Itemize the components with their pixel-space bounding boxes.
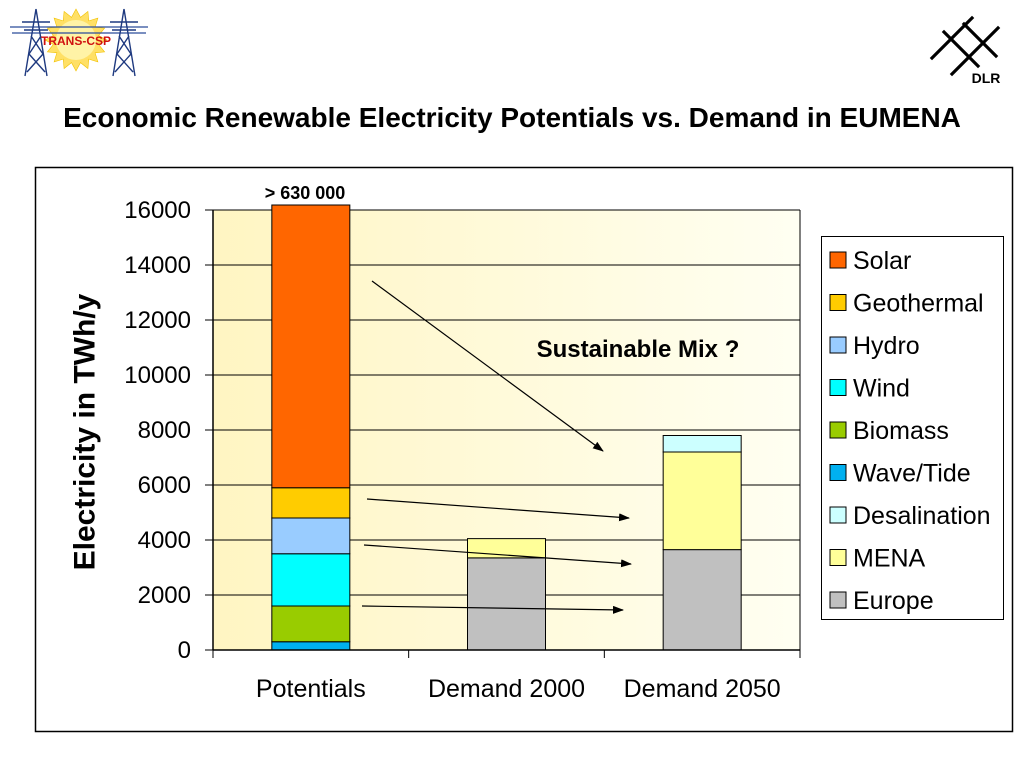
- bar-demand-2050-mena: [662, 451, 742, 551]
- y-axis-label: Electricity in TWh/y: [69, 293, 102, 570]
- legend-swatch-desalination: [829, 506, 847, 524]
- arrow-wind-to-mix: [363, 544, 632, 568]
- slide-title: Economic Renewable Electricity Potential…: [63, 102, 961, 133]
- legend-swatch-geothermal: [829, 294, 847, 311]
- legend-item-geothermal: Geothermal: [829, 290, 984, 318]
- bars: [271, 204, 742, 651]
- legend-swatch-biomass: [829, 421, 847, 439]
- legend-label-mena: MENA: [853, 545, 926, 573]
- trans-csp-logo-text: TRANS-CSP: [41, 34, 111, 48]
- y-tick-label: 8000: [138, 417, 191, 444]
- sustainable-mix-annotation: Sustainable Mix ?: [537, 336, 740, 363]
- bar-potentials-hydro: [271, 517, 351, 555]
- legend-swatch-mena: [829, 549, 847, 566]
- bar-potentials-wind: [271, 553, 351, 607]
- arrow-geothermal-to-mix: [366, 498, 630, 522]
- y-tick-label: 16000: [124, 197, 191, 224]
- left-pylon-icon: [22, 8, 50, 77]
- legend-item-europe: Europe: [829, 587, 934, 615]
- bar-potentials-geothermal: [271, 487, 351, 519]
- y-tick-label: 4000: [138, 527, 191, 554]
- legend-label-solar: Solar: [853, 247, 911, 275]
- legend-item-hydro: Hydro: [829, 332, 920, 360]
- dlr-emblem-icon: [929, 15, 1001, 77]
- legend-swatch-wave-tide: [829, 464, 847, 481]
- bar-demand-2050-europe: [662, 549, 742, 651]
- legend-swatch-hydro: [829, 336, 847, 354]
- bar-potentials-biomass: [271, 605, 351, 643]
- y-tick-label: 6000: [138, 472, 191, 499]
- y-tick-label: 0: [178, 637, 191, 664]
- legend-label-wind: Wind: [853, 375, 910, 403]
- legend-item-mena: MENA: [829, 545, 926, 573]
- y-tick-label: 2000: [138, 582, 191, 609]
- trans-csp-logo: TRANS-CSP: [10, 8, 148, 77]
- legend-swatch-europe: [829, 591, 847, 609]
- legend: Solar Geothermal Hydro Wind Biomass Wave/Tide…: [821, 236, 1004, 620]
- bar-demand-2050-desalination: [662, 435, 742, 453]
- legend-item-wave-tide: Wave/Tide: [829, 460, 971, 488]
- bar-demand-2000-europe: [467, 557, 546, 651]
- y-tick-label: 14000: [124, 252, 191, 279]
- sun-core: [56, 20, 96, 60]
- bar-potentials-wave-tide: [271, 641, 351, 651]
- y-tick-labels: 0 2000 4000 6000 8000 10000 12000 14000 16000: [124, 197, 191, 664]
- legend-label-europe: Europe: [853, 587, 934, 615]
- legend-swatch-solar: [829, 251, 847, 269]
- x-tick-labels: Potentials Demand 2000 Demand 2050: [256, 675, 781, 703]
- y-tick-label: 12000: [124, 307, 191, 334]
- bar-demand-2000-mena: [467, 538, 546, 559]
- legend-item-solar: Solar: [829, 247, 911, 275]
- legend-item-wind: Wind: [829, 375, 910, 403]
- arrows: [361, 280, 632, 614]
- x-tick-label-potentials: Potentials: [256, 675, 366, 703]
- legend-label-biomass: Biomass: [853, 417, 949, 445]
- legend-entries: Solar Geothermal Hydro Wind Biomass Wave/Tide…: [829, 247, 991, 615]
- y-tick-label: 10000: [124, 362, 191, 389]
- axes: [205, 209, 801, 658]
- x-tick-label-demand-2050: Demand 2050: [624, 675, 781, 703]
- legend-item-biomass: Biomass: [829, 417, 949, 445]
- legend-label-hydro: Hydro: [853, 332, 920, 360]
- legend-item-desalination: Desalination: [829, 502, 991, 530]
- legend-label-geothermal: Geothermal: [853, 290, 984, 318]
- legend-label-wave-tide: Wave/Tide: [853, 460, 971, 488]
- x-tick-label-demand-2000: Demand 2000: [428, 675, 585, 703]
- legend-box: [821, 236, 1004, 620]
- bar-potentials-solar: [271, 204, 351, 489]
- arrow-biomass-to-mix: [361, 605, 624, 614]
- arrow-solar-to-mix: [371, 280, 604, 452]
- legend-label-desalination: Desalination: [853, 502, 991, 530]
- dlr-logo: DLR: [929, 15, 1001, 86]
- legend-swatch-wind: [829, 379, 847, 396]
- right-pylon-icon: [110, 8, 138, 77]
- dlr-logo-text: DLR: [972, 70, 1001, 86]
- solar-overflow-annotation: > 630 000: [265, 183, 346, 203]
